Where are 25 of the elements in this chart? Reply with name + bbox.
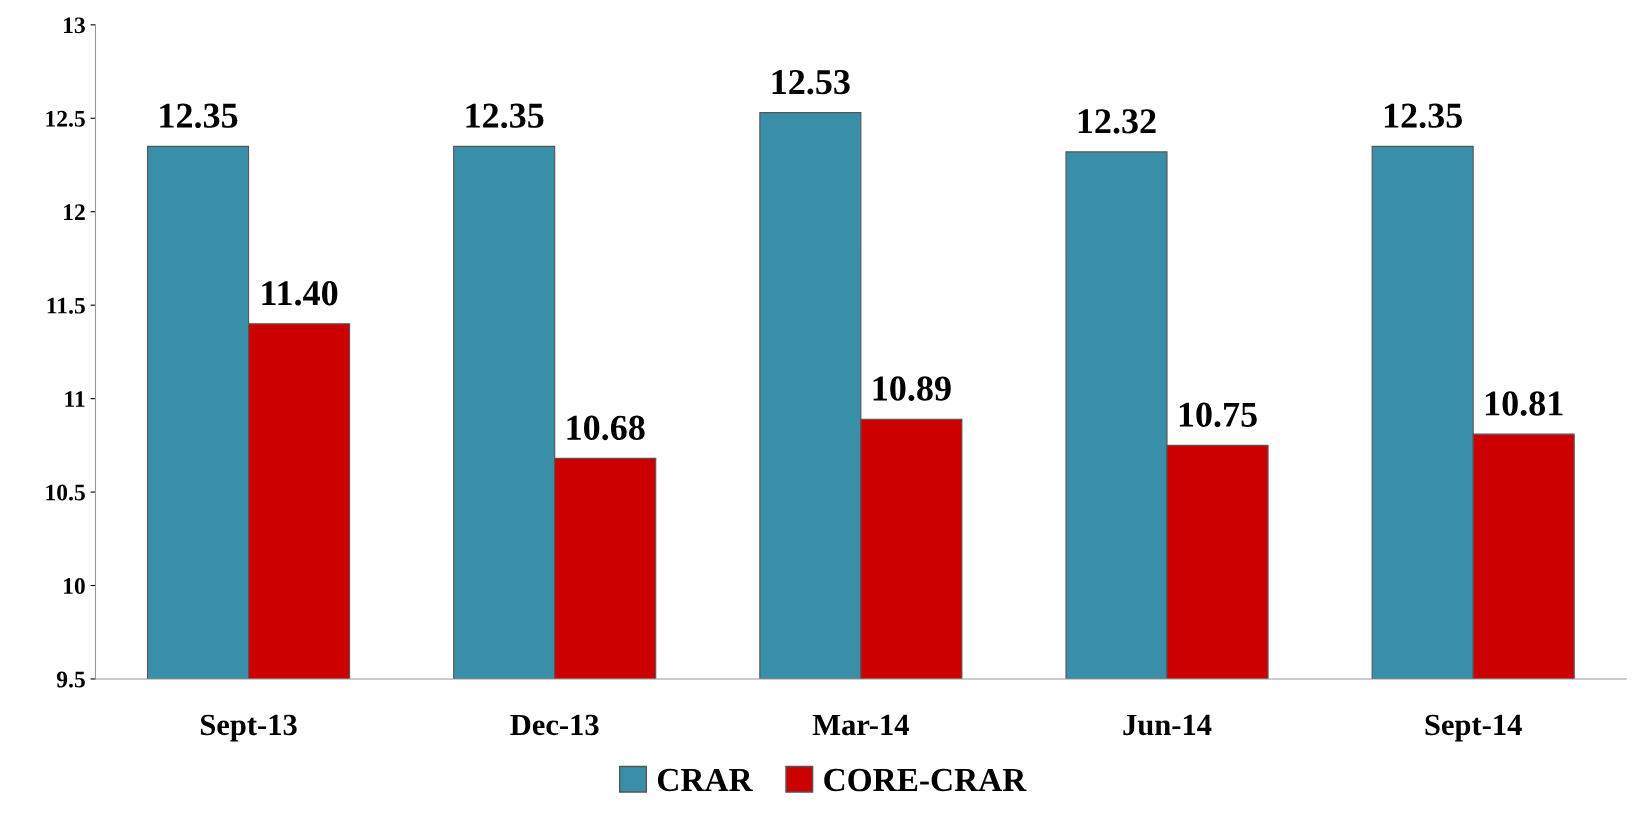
data-label: 10.75 (1179, 402, 1257, 428)
legend-label: CORE-CRAR (824, 768, 1027, 792)
y-tick-label: 11 (65, 391, 85, 407)
data-label: 10.68 (567, 415, 645, 441)
x-tick-label: Mar-14 (812, 714, 909, 736)
y-tick-label: 12.5 (46, 110, 85, 127)
data-label: 12.53 (772, 69, 850, 95)
x-tick-label: Jun-14 (1123, 714, 1212, 736)
data-label: 12.32 (1078, 109, 1156, 134)
y-tick-label: 13 (64, 17, 85, 34)
data-label: 12.35 (466, 103, 544, 129)
y-tick-label: 12 (64, 204, 85, 220)
y-tick-label: 10 (64, 578, 85, 594)
data-label: 12.35 (1384, 103, 1462, 129)
x-tick-label: Sept-13 (200, 714, 297, 742)
data-label: 11.40 (262, 281, 338, 306)
y-tick-label: 11.5 (47, 297, 85, 314)
legend-label: CRAR (657, 768, 753, 792)
y-tick-label: 10.5 (46, 484, 85, 501)
data-label: 10.81 (1485, 391, 1563, 416)
data-label: 12.35 (160, 103, 238, 129)
data-label: 10.89 (873, 376, 951, 401)
x-tick-label: Dec-13 (510, 714, 599, 736)
x-tick-label: Sept-14 (1425, 714, 1522, 742)
y-tick-label: 9.5 (56, 671, 85, 688)
